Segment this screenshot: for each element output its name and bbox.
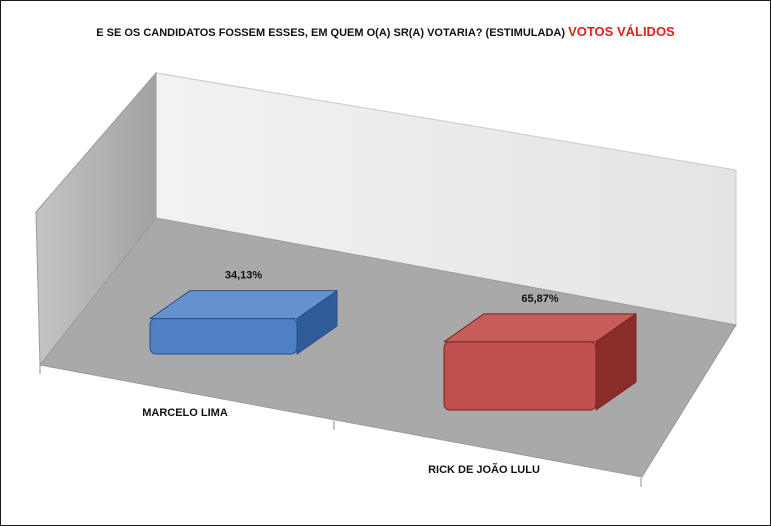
bar-front-face xyxy=(443,341,597,411)
chart-title: E SE OS CANDIDATOS FOSSEM ESSES, EM QUEM… xyxy=(0,24,771,39)
bar-data-label: 34,13% xyxy=(225,270,263,282)
chart-title-highlight: VOTOS VÁLIDOS xyxy=(568,24,675,39)
category-label: RICK DE JOÃO LULU xyxy=(428,463,540,476)
bar-data-label: 65,87% xyxy=(521,293,559,305)
bar xyxy=(149,290,338,355)
bar-front-face xyxy=(149,318,298,355)
chart-floor xyxy=(39,217,737,478)
chart-title-main: E SE OS CANDIDATOS FOSSEM ESSES, EM QUEM… xyxy=(96,27,565,39)
bar xyxy=(443,313,637,411)
category-label: MARCELO LIMA xyxy=(142,407,228,419)
